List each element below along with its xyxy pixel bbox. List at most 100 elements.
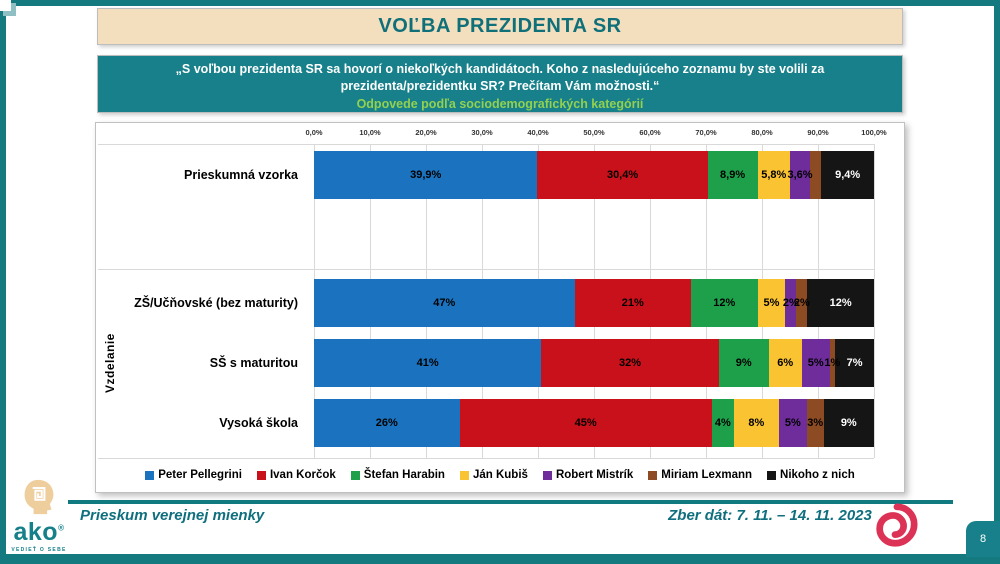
legend-swatch xyxy=(145,470,155,480)
bar-segment: 26% xyxy=(314,399,460,447)
head-icon xyxy=(24,479,54,515)
legend-label: Peter Pellegrini xyxy=(158,469,242,481)
plot-area: 39,9% 30,4% 8,9% 5,8% 3,6% 9,4% 47% 21% 12% 5% 2% 2… xyxy=(314,144,875,458)
bar-segment-label: 6% xyxy=(777,357,794,369)
bar-segment-label: 2% xyxy=(793,297,810,309)
question-box: „S voľbou prezidenta SR sa hovorí o niek… xyxy=(97,55,903,113)
frame-right xyxy=(994,0,1000,564)
category-label: Prieskumná vzorka xyxy=(184,168,298,182)
category-label: ZŠ/Učňovské (bez maturity) xyxy=(134,296,298,310)
legend: Peter Pellegrini Ivan Korčok Štefan Harabi… xyxy=(96,469,904,481)
bar-segment: 12% xyxy=(807,279,874,327)
x-axis-tick: 0,0% xyxy=(305,128,323,137)
frame-bottom xyxy=(0,554,1000,564)
chart: 0,0% 10,0% 20,0% 30,0% 40,0% 50,0% 60,0% 70,0% 8… xyxy=(95,122,905,493)
bar-segment-label: 5% xyxy=(784,417,801,429)
x-axis-tick: 70,0% xyxy=(695,128,717,137)
legend-item: Robert Mistrík xyxy=(542,469,634,481)
legend-label: Ján Kubiš xyxy=(472,469,528,481)
bar-segment-label: 9% xyxy=(735,357,752,369)
bar-segment: 5% xyxy=(801,339,830,387)
bar-segment: 3,6% xyxy=(787,151,813,199)
legend-label: Robert Mistrík xyxy=(555,469,634,481)
bar-segment xyxy=(810,151,822,199)
bar-row: 41% 32% 9% 6% 5% 1% 7% xyxy=(314,339,874,387)
x-axis-tick: 100,0% xyxy=(861,128,887,137)
bar-segment-label: 4% xyxy=(714,417,731,429)
bar-segment-label: 9,4% xyxy=(835,169,861,181)
bar-segment-label: 41% xyxy=(416,357,439,369)
page-title: VOĽBA PREZIDENTA SR xyxy=(378,15,622,37)
legend-item: Štefan Harabin xyxy=(350,469,445,481)
bar-segment: 5% xyxy=(757,279,786,327)
bar-segment: 4% xyxy=(711,399,734,447)
x-axis-tick: 10,0% xyxy=(359,128,381,137)
legend-label: Štefan Harabin xyxy=(363,469,445,481)
bar-row: 47% 21% 12% 5% 2% 2% 12% xyxy=(314,279,874,327)
bar-segment-label: 26% xyxy=(375,417,398,429)
legend-swatch xyxy=(542,470,552,480)
bar-segment-label: 21% xyxy=(621,297,644,309)
footer-right-text: Zber dát: 7. 11. – 14. 11. 2023 xyxy=(668,507,872,524)
footer-divider xyxy=(68,500,953,504)
legend-item: Ján Kubiš xyxy=(459,469,528,481)
bar-segment-label: 8,9% xyxy=(720,169,746,181)
legend-item: Ivan Korčok xyxy=(256,469,336,481)
title-bar: VOĽBA PREZIDENTA SR xyxy=(97,8,903,45)
bar-segment-label: 2% xyxy=(782,297,799,309)
bar-segment-label: 5% xyxy=(807,357,824,369)
ako-logo: ako® VEDIEŤ O SEBE xyxy=(6,479,72,553)
bar-segment: 47% xyxy=(314,279,575,327)
bar-segment: 8% xyxy=(733,399,779,447)
legend-item: Miriam Lexmann xyxy=(648,469,752,481)
bar-segment: 2% xyxy=(782,279,799,327)
bar-segment: 39,9% xyxy=(314,151,538,199)
bar-segment: 1% xyxy=(824,339,840,387)
bar-segment-label: 5% xyxy=(763,297,780,309)
spiral-icon xyxy=(872,501,918,556)
x-axis-tick: 30,0% xyxy=(471,128,493,137)
legend-swatch xyxy=(767,470,777,480)
bar-segment: 5,8% xyxy=(757,151,790,199)
x-axis-tick: 80,0% xyxy=(751,128,773,137)
bar-segment: 21% xyxy=(574,279,692,327)
bar-segment: 9,4% xyxy=(821,151,874,199)
frame-top xyxy=(0,0,1000,6)
bar-segment: 5% xyxy=(778,399,807,447)
bar-row: 39,9% 30,4% 8,9% 5,8% 3,6% 9,4% xyxy=(314,151,874,199)
page-number: 8 xyxy=(979,533,987,545)
page-number-tab: 8 xyxy=(966,521,1000,557)
bar-segment: 45% xyxy=(459,399,712,447)
bar-segment-label: 47% xyxy=(433,297,456,309)
bar-segment: 7% xyxy=(835,339,874,387)
question-line-1: „S voľbou prezidenta SR sa hovorí o niek… xyxy=(175,62,825,76)
x-axis: 0,0% 10,0% 20,0% 30,0% 40,0% 50,0% 60,0% 70,0% 8… xyxy=(96,123,904,141)
bar-segment-label: 39,9% xyxy=(410,169,442,181)
bar-segment-label: 9% xyxy=(840,417,857,429)
bar-segment: 30,4% xyxy=(537,151,708,199)
legend-swatch xyxy=(648,470,658,480)
legend-swatch xyxy=(256,470,266,480)
bar-segment: 6% xyxy=(768,339,802,387)
bar-segment-label: 3,6% xyxy=(787,169,813,181)
x-axis-tick: 60,0% xyxy=(639,128,661,137)
corner-decoration xyxy=(0,0,11,11)
brand-name: ako® xyxy=(13,518,65,546)
bar-segment-label: 32% xyxy=(619,357,642,369)
legend-label: Miriam Lexmann xyxy=(661,469,753,481)
plot-top-line xyxy=(98,144,874,145)
bar-segment-label: 30,4% xyxy=(606,169,639,181)
category-axis: Prieskumná vzorka ZŠ/Učňovské (bez maturi… xyxy=(96,144,306,458)
group-axis-label: Vzdelanie xyxy=(103,333,117,394)
question-line-2: prezidenta/prezidentku SR? Prečítam Vám … xyxy=(340,79,660,93)
category-label: Vysoká škola xyxy=(219,416,298,430)
bar-segment: 32% xyxy=(541,339,719,387)
bar-segment-label: 7% xyxy=(846,357,863,369)
gridline xyxy=(874,144,875,458)
bar-segment-label: 45% xyxy=(574,417,597,429)
bar-segment: 3% xyxy=(806,399,824,447)
bar-segment-label: 3% xyxy=(807,417,824,429)
bar-segment: 41% xyxy=(314,339,542,387)
bar-segment: 9% xyxy=(823,399,874,447)
